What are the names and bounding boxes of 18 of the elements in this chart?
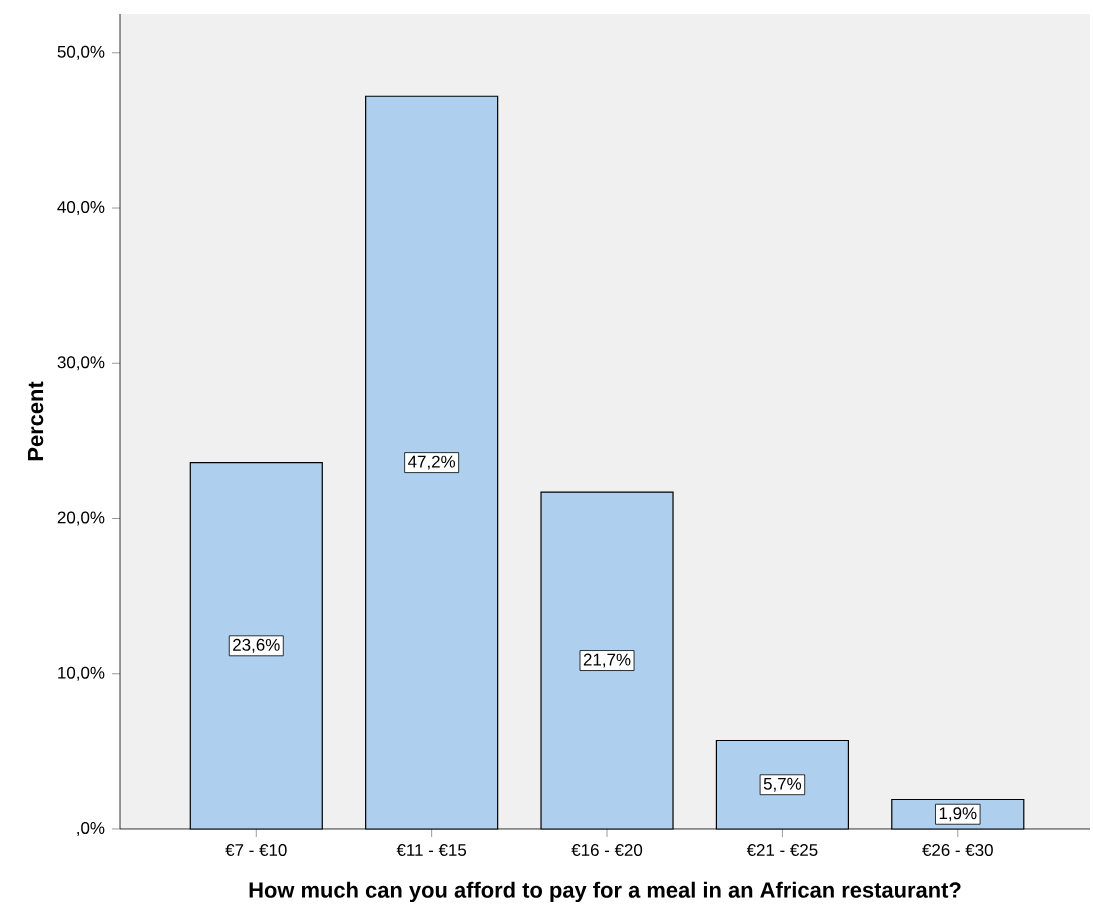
data-label: 23,6% xyxy=(233,638,280,653)
x-tick-label: €21 - €25 xyxy=(746,844,818,856)
y-tick-label: ,0% xyxy=(77,822,105,836)
data-label: 1,9% xyxy=(939,807,977,822)
y-tick-label: 40,0% xyxy=(57,201,105,216)
x-tick-label: €26 - €30 xyxy=(922,844,993,856)
data-label: 5,7% xyxy=(763,777,802,792)
y-tick-label: 30,0% xyxy=(57,356,105,371)
y-tick-label: 10,0% xyxy=(58,666,105,681)
data-label: 21,7% xyxy=(583,653,631,668)
x-tick-label: €16 - €20 xyxy=(571,844,643,856)
x-tick-label: €7 - €10 xyxy=(225,844,287,856)
y-tick-label: 50,0% xyxy=(57,45,105,60)
y-axis-title: Percent xyxy=(27,381,44,461)
x-axis-title: How much can you afford to pay for a meal in an African restaurant? xyxy=(249,881,961,903)
x-tick-label: €11 - €15 xyxy=(396,844,467,856)
data-label: 47,2% xyxy=(408,455,456,470)
y-tick-label: 20,0% xyxy=(57,511,105,526)
